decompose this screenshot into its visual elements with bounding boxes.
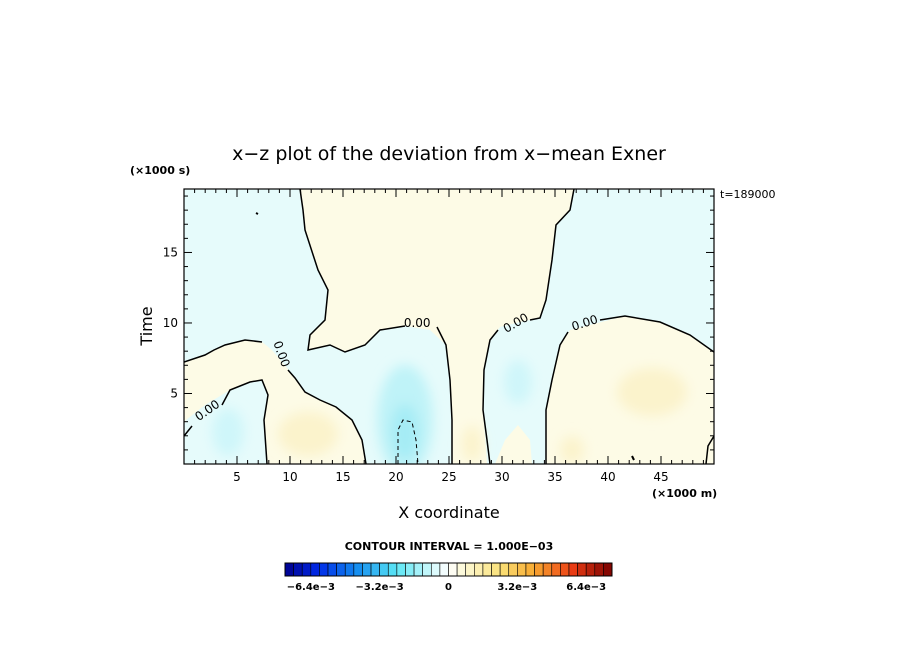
y-unit-label: (×1000 s) — [130, 164, 190, 177]
colorbar-cell — [301, 562, 312, 577]
colorbar-cell — [362, 562, 372, 577]
contour-label: 0.00 — [404, 316, 431, 330]
contour-right-edge — [705, 435, 714, 464]
colorbar-cell — [439, 562, 449, 577]
x-tick-label: 5 — [233, 470, 241, 484]
colorbar-cell — [482, 562, 492, 577]
colorbar-cell — [456, 562, 467, 577]
x-tick-label: 40 — [600, 470, 615, 484]
colorbar-tick-label: −3.2e−3 — [356, 582, 404, 593]
colorbar-frame — [284, 562, 613, 577]
time-stamp: t=189000 — [720, 188, 776, 201]
contour-mark — [255, 212, 259, 215]
colorbar-cell — [293, 562, 303, 577]
x-tick-label: 30 — [494, 470, 509, 484]
colorbar-cell — [387, 562, 398, 577]
colorbar-cell — [560, 562, 570, 577]
contour-left-lower — [184, 379, 269, 464]
contour-interval-text: CONTOUR INTERVAL = 1.000E−03 — [345, 540, 554, 553]
contour-left — [184, 339, 367, 464]
pos-blob-bottom — [560, 436, 584, 464]
colorbar-cell — [370, 562, 380, 577]
colorbar-cell — [448, 562, 458, 577]
y-axis-label: Time — [137, 306, 156, 346]
colorbar-tick-label: 0 — [445, 582, 452, 593]
contour-right — [545, 315, 714, 464]
colorbar-cell — [594, 562, 604, 577]
colorbar-cell — [551, 562, 561, 577]
colorbar-cell — [491, 562, 501, 577]
colorbar-cell — [284, 562, 294, 577]
colorbar-cell — [474, 562, 484, 577]
colorbar-cell — [327, 562, 337, 577]
y-tick-label: 15 — [163, 245, 178, 259]
colorbar-cell — [310, 562, 320, 577]
colorbar-cell — [336, 562, 346, 577]
neg-blob-left — [212, 408, 244, 456]
contour-central-right — [482, 189, 575, 464]
colorbar-tick-label: 3.2e−3 — [497, 582, 537, 593]
y-tick-label: 5 — [170, 386, 178, 400]
colorbar-cell — [319, 562, 329, 577]
colorbar-cell — [534, 562, 544, 577]
colorbar-cell — [603, 562, 613, 577]
negative-dashed-contour — [397, 419, 419, 464]
colorbar-cell — [344, 562, 355, 577]
x-tick-label: 35 — [547, 470, 562, 484]
colorbar-tick-label: −6.4e−3 — [287, 582, 335, 593]
colorbar-cell — [379, 562, 389, 577]
x-tick-label: 20 — [388, 470, 403, 484]
plot-area — [184, 189, 714, 464]
x-axis-label: X coordinate — [398, 503, 499, 522]
x-tick-label: 15 — [335, 470, 350, 484]
colorbar-cell — [525, 562, 535, 577]
colorbar-cell — [353, 562, 363, 577]
tick-layer: 5 10 15 20 25 30 35 40 45 5 10 15 — [163, 189, 714, 484]
colorbar-cell — [422, 562, 432, 577]
colorbar-cell — [517, 562, 527, 577]
positive-region-central — [300, 189, 574, 464]
positive-region-bottom-center — [495, 425, 532, 464]
pos-blob-center — [462, 426, 482, 462]
colorbar-cell — [499, 562, 510, 577]
pos-blob-left — [278, 412, 338, 456]
colorbar-cell — [568, 562, 578, 577]
colorbar-cell — [465, 562, 475, 577]
colorbar-cell — [508, 562, 518, 577]
chart-title: x−z plot of the deviation from x−mean Ex… — [232, 143, 666, 165]
colorbar-cell — [585, 562, 596, 577]
y-tick-label: 10 — [163, 316, 178, 330]
colorbar-cell — [396, 562, 406, 577]
x-unit-label: (×1000 m) — [652, 487, 717, 500]
colorbar-cell — [405, 562, 415, 577]
neg-blob-right — [504, 360, 532, 404]
contour-central — [299, 189, 453, 464]
colorbar-cell — [430, 562, 441, 577]
colorbar-cell — [577, 562, 587, 577]
x-tick-label: 45 — [653, 470, 668, 484]
colorbar: −6.4e−3 −3.2e−3 0 3.2e−3 6.4e−3 — [284, 562, 613, 593]
contour-mark-bottom — [631, 455, 635, 461]
neg-core-inner — [391, 404, 419, 460]
colorbar-tick-label: 6.4e−3 — [566, 582, 606, 593]
colorbar-cell — [413, 562, 423, 577]
x-tick-label: 10 — [282, 470, 297, 484]
colorbar-cell — [542, 562, 553, 577]
pos-blob-right — [617, 368, 687, 416]
zero-contours — [184, 189, 714, 464]
x-tick-label: 25 — [441, 470, 456, 484]
